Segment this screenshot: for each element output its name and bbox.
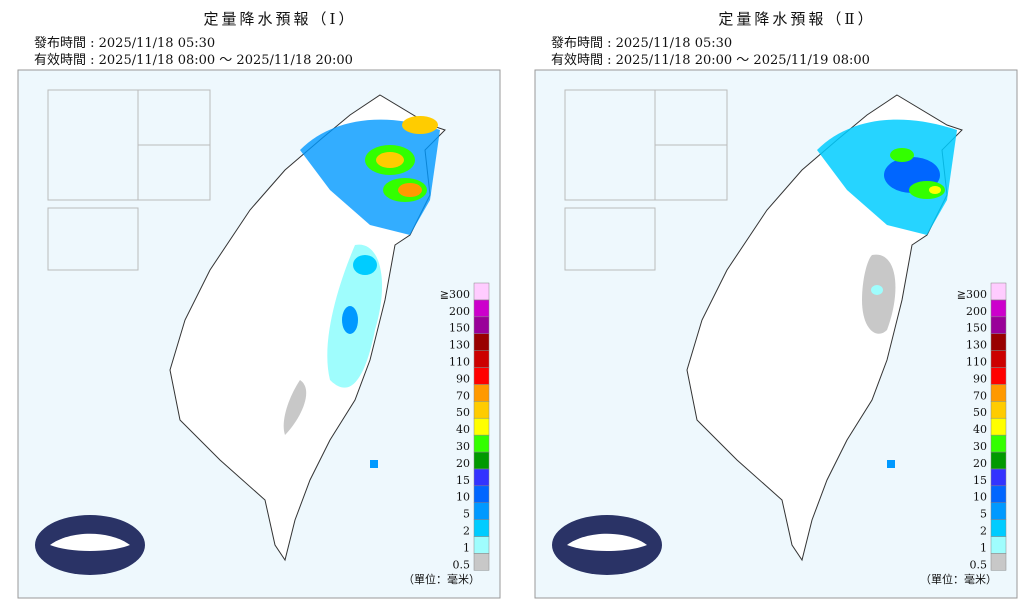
legend-swatch: [473, 401, 490, 419]
legend-label: 1: [463, 541, 470, 554]
legend-label: 30: [456, 440, 470, 453]
legend-swatch: [473, 485, 490, 503]
valid-time: 有效時間 : 2025/11/18 08:00 ～ 2025/11/18 20:…: [34, 53, 353, 68]
legend-swatch: [473, 553, 490, 571]
legend-swatch: [473, 282, 490, 301]
legend-swatch: [473, 502, 490, 520]
legend-swatch: [990, 417, 1007, 436]
legend-swatch: [990, 384, 1007, 402]
legend-label: 50: [456, 406, 470, 419]
legend-swatch: [990, 401, 1007, 419]
legend-swatch: [990, 282, 1007, 301]
legend-label: 150: [449, 322, 470, 335]
legend-swatch: [473, 519, 490, 537]
panel: 定量降水預報（Ⅰ） 發布時間 : 2025/11/18 05:30 有效時間 :…: [17, 10, 501, 599]
legend-label: 30: [973, 440, 987, 453]
legend-label: 70: [456, 389, 470, 402]
legend-swatch: [473, 333, 490, 351]
legend-swatch: [473, 367, 490, 385]
map: [552, 89, 963, 575]
legend-swatch: [473, 451, 490, 470]
legend-label: 200: [449, 305, 470, 318]
legend: 0.5 1 2 5 10 15 20 30 40 50 70 90 110 130 150 200 ≧300: [440, 282, 490, 571]
legend-label: ≧300: [957, 288, 987, 301]
legend-swatch: [473, 299, 490, 318]
legend-label: 1: [980, 541, 987, 554]
legend-swatch: [473, 384, 490, 402]
unit-label: （單位：毫米）: [403, 572, 480, 586]
legend-label: 15: [973, 474, 987, 487]
legend-label: 0.5: [970, 558, 988, 571]
legend-label: 20: [456, 457, 470, 470]
legend-swatch: [473, 468, 490, 487]
legend-label: 15: [456, 474, 470, 487]
legend-swatch: [990, 451, 1007, 470]
legend-swatch: [990, 536, 1007, 554]
legend-swatch: [473, 536, 490, 554]
valid-time: 有效時間 : 2025/11/18 20:00 ～ 2025/11/19 08:…: [551, 53, 870, 68]
legend-swatch: [990, 333, 1007, 351]
panel-title: 定量降水預報（Ⅰ）: [204, 10, 357, 28]
legend: 0.5 1 2 5 10 15 20 30 40 50 70 90 110 130 150 200 ≧300: [957, 282, 1007, 571]
legend-swatch: [990, 434, 1007, 453]
legend-label: 110: [966, 356, 987, 369]
issued-time: 發布時間 : 2025/11/18 05:30: [551, 36, 732, 51]
legend-swatch: [990, 485, 1007, 503]
map: [35, 89, 446, 575]
panel-title: 定量降水預報（Ⅱ）: [718, 10, 875, 28]
legend-swatch: [990, 299, 1007, 318]
legend-swatch: [990, 502, 1007, 520]
panel: 定量降水預報（Ⅱ） 發布時間 : 2025/11/18 05:30 有效時間 :…: [534, 10, 1018, 599]
legend-label: 70: [973, 389, 987, 402]
legend-label: 10: [973, 491, 987, 504]
legend-label: 90: [456, 372, 470, 385]
legend-swatch: [990, 519, 1007, 537]
legend-label: 5: [980, 508, 987, 521]
legend-label: 110: [449, 356, 470, 369]
legend-label: 200: [966, 305, 987, 318]
legend-label: 10: [456, 491, 470, 504]
legend-label: 20: [973, 457, 987, 470]
legend-swatch: [473, 434, 490, 453]
legend-swatch: [990, 367, 1007, 385]
legend-label: ≧300: [440, 288, 470, 301]
legend-label: 150: [966, 322, 987, 335]
legend-label: 130: [966, 339, 987, 352]
legend-swatch: [473, 350, 490, 368]
legend-label: 0.5: [453, 558, 471, 571]
legend-label: 5: [463, 508, 470, 521]
legend-swatch: [990, 350, 1007, 368]
legend-label: 90: [973, 372, 987, 385]
legend-label: 40: [973, 423, 987, 436]
legend-label: 50: [973, 406, 987, 419]
legend-label: 40: [456, 423, 470, 436]
legend-swatch: [990, 553, 1007, 571]
unit-label: （單位：毫米）: [920, 572, 997, 586]
issued-time: 發布時間 : 2025/11/18 05:30: [34, 36, 215, 51]
legend-label: 130: [449, 339, 470, 352]
legend-swatch: [990, 316, 1007, 334]
legend-swatch: [473, 417, 490, 436]
legend-label: 2: [980, 525, 987, 538]
legend-label: 2: [463, 525, 470, 538]
legend-swatch: [473, 316, 490, 334]
legend-swatch: [990, 468, 1007, 487]
